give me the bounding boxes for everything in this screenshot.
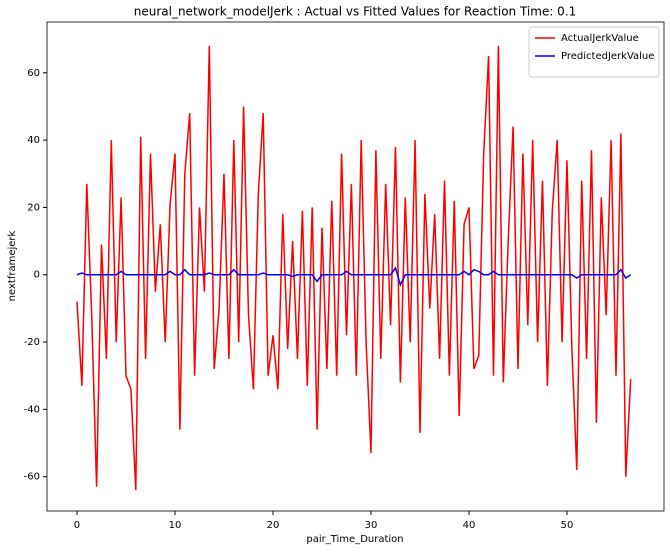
x-tick-label: 30 bbox=[365, 520, 378, 531]
x-tick-label: 10 bbox=[169, 520, 182, 531]
y-tick-label: 20 bbox=[27, 202, 40, 213]
chart-title: neural_network_modelJerk : Actual vs Fit… bbox=[134, 5, 577, 19]
x-tick-label: 20 bbox=[267, 520, 280, 531]
legend-label: ActualJerkValue bbox=[561, 33, 639, 44]
data-line bbox=[76, 45, 632, 491]
y-tick-label: 0 bbox=[34, 270, 40, 281]
plot-frame bbox=[46, 21, 665, 512]
y-tick-label: -20 bbox=[24, 337, 40, 348]
x-tick-label: 50 bbox=[561, 520, 574, 531]
legend-label: PredictedJerkValue bbox=[561, 51, 654, 62]
x-axis-label: pair_Time_Duration bbox=[306, 534, 403, 545]
y-axis-label: nextframejerk bbox=[7, 230, 18, 301]
legend-box bbox=[528, 26, 660, 78]
x-tick-label: 40 bbox=[463, 520, 476, 531]
data-line bbox=[76, 266, 632, 287]
x-tick-label: 0 bbox=[74, 520, 80, 531]
y-tick-label: -40 bbox=[24, 404, 40, 415]
y-tick-label: 60 bbox=[27, 68, 40, 79]
y-tick-label: 40 bbox=[27, 135, 40, 146]
y-tick-label: -60 bbox=[24, 472, 40, 483]
